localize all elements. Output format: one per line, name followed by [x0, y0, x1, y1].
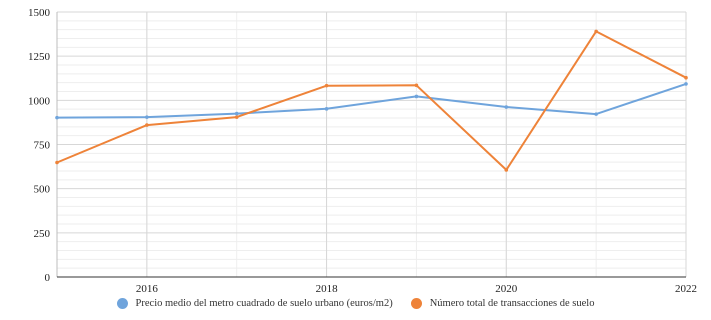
series-point-1[interactable]: [55, 160, 59, 165]
y-tick-label: 1500: [28, 7, 51, 19]
series-line-0: [56, 82, 687, 119]
legend-item-transactions[interactable]: Número total de transacciones de suelo: [410, 298, 595, 309]
legend-label-price: Precio medio del metro cuadrado de suelo…: [135, 298, 393, 309]
y-tick-label: 250: [34, 228, 51, 240]
series-point-1[interactable]: [594, 29, 598, 34]
minor-gridlines: [57, 12, 686, 277]
series-point-0[interactable]: [234, 111, 239, 116]
series-point-1[interactable]: [234, 115, 239, 119]
series-point-1[interactable]: [684, 75, 688, 80]
series-point-0[interactable]: [55, 115, 59, 120]
legend-item-price[interactable]: Precio medio del metro cuadrado de suelo…: [116, 298, 393, 309]
major-gridlines: [57, 11, 687, 278]
axes: [56, 12, 686, 278]
series-point-1[interactable]: [145, 123, 149, 127]
legend-label-transactions: Número total de transacciones de suelo: [429, 298, 595, 309]
y-tick-label: 1000: [28, 95, 51, 107]
x-tick-label: 2022: [675, 283, 697, 295]
legend-swatch-price: [116, 298, 128, 309]
legend-swatch-transactions: [410, 298, 422, 309]
series-point-0[interactable]: [594, 112, 598, 116]
series-point-1[interactable]: [504, 168, 509, 172]
series-point-0[interactable]: [504, 105, 509, 109]
series-line-1: [56, 30, 687, 171]
y-tick-label: 500: [34, 184, 51, 196]
series-point-0[interactable]: [324, 107, 329, 111]
y-tick-label: 0: [45, 272, 51, 284]
x-tick-label: 2016: [136, 283, 159, 295]
series-layer: [55, 29, 688, 172]
x-tick-label: 2020: [495, 283, 518, 295]
y-tick-label: 750: [34, 140, 51, 152]
series-point-0[interactable]: [145, 115, 149, 119]
series-point-0[interactable]: [684, 82, 688, 86]
x-axis-ticks: 2016 2018 2020 2022: [136, 283, 697, 295]
y-axis-ticks: 0 250 500 750 1000 1250 1500: [28, 7, 51, 284]
series-point-1[interactable]: [324, 83, 329, 88]
series-point-1[interactable]: [414, 83, 419, 88]
series-point-0[interactable]: [414, 94, 419, 99]
y-tick-label: 1250: [28, 51, 51, 63]
x-tick-label: 2018: [316, 283, 339, 295]
chart-legend: Precio medio del metro cuadrado de suelo…: [0, 298, 711, 309]
